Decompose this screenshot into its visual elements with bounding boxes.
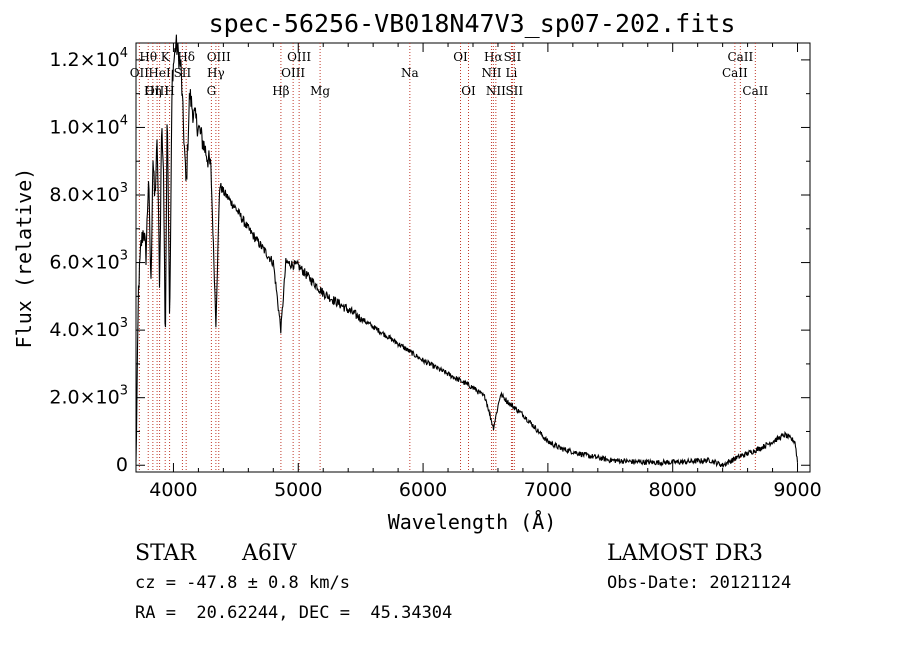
- object-subclass: A6IV: [242, 541, 297, 566]
- y-tick-label: 1.2×104: [49, 46, 128, 71]
- spectral-line-label: NII: [486, 84, 506, 98]
- spectral-line-label: K: [161, 50, 171, 64]
- y-tick-label: 0: [116, 454, 128, 476]
- spectral-line-label: OI: [453, 50, 468, 64]
- y-tick-label: 6.0×103: [49, 249, 128, 274]
- spectral-line-label: Hβ: [272, 84, 289, 98]
- spectral-line-label: G: [207, 84, 217, 98]
- spectral-line-label: OIII: [207, 50, 231, 64]
- axis-ticks: 4000 5000 6000 7000 8000 9000 0 2.0×103 4.0×103 6…: [49, 43, 822, 501]
- spectral-line-label: Hη: [144, 84, 162, 98]
- spectral-line-label: Mg: [310, 84, 330, 98]
- spectral-line-label: NII: [481, 66, 501, 80]
- spectral-line-label: CaII: [742, 84, 768, 98]
- spectral-line-label: CaII: [722, 66, 748, 80]
- obs-date-text: Obs-Date: 20121124: [607, 573, 792, 593]
- x-tick-label: 8000: [649, 479, 697, 501]
- spectral-line-label: HeI: [148, 66, 171, 80]
- spectral-line-label: OII: [130, 66, 150, 80]
- x-tick-label: 9000: [773, 479, 821, 501]
- x-tick-label: 5000: [274, 479, 322, 501]
- spectral-line-label: OIII: [287, 50, 311, 64]
- y-tick-label: 8.0×103: [49, 181, 128, 206]
- x-tick-label: 7000: [524, 479, 572, 501]
- x-tick-label: 6000: [399, 479, 447, 501]
- coordinates-text: RA = 20.62244, DEC = 45.34304: [135, 603, 453, 623]
- spectrum-line: [135, 34, 799, 469]
- plot-frame: [135, 42, 811, 473]
- y-tick-label: 4.0×103: [49, 316, 128, 341]
- spectral-line-label: SII: [505, 84, 523, 98]
- spectral-line-label: OIII: [281, 66, 305, 80]
- spectral-line-label: Na: [401, 66, 419, 80]
- spectral-line-label: Hδ: [177, 50, 195, 64]
- x-tick-label: 4000: [149, 479, 197, 501]
- spectral-line-label: Hθ: [139, 50, 157, 64]
- spectral-line-label: H: [164, 84, 174, 98]
- y-tick-label: 2.0×103: [49, 384, 128, 409]
- object-type: STAR: [135, 541, 196, 566]
- spectral-line-label: Hα: [484, 50, 503, 64]
- y-axis-label: Flux (relative): [12, 168, 36, 349]
- spectral-line-label: CaII: [727, 50, 753, 64]
- spectral-line-label: Hγ: [207, 66, 225, 80]
- spectral-line-label: SII: [174, 66, 192, 80]
- spectral-line-label: SII: [504, 50, 522, 64]
- redshift-text: cz = -47.8 ± 0.8 km/s: [135, 573, 350, 593]
- survey-name: LAMOST DR3: [607, 541, 763, 566]
- chart-title: spec-56256-VB018N47V3_sp07-202.fits: [209, 9, 736, 38]
- spectral-line-label: Li: [506, 66, 518, 80]
- spectral-line-label: OI: [461, 84, 476, 98]
- y-tick-label: 1.0×104: [49, 113, 128, 138]
- spectral-line-label: OIII: [145, 84, 169, 98]
- x-axis-label: Wavelength (Å): [388, 510, 557, 534]
